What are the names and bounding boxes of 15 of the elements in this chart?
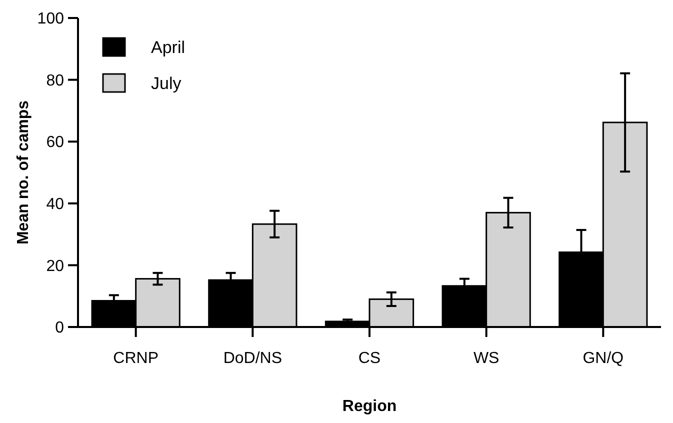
x-tick-label: WS	[473, 350, 500, 367]
y-tick-label: 80	[46, 72, 64, 90]
x-tick-label: CS	[358, 350, 381, 367]
y-tick-label: 40	[46, 196, 64, 213]
y-tick-label: 20	[46, 258, 64, 275]
y-axis-title: Mean no. of camps	[15, 100, 32, 245]
legend-label: April	[151, 38, 186, 57]
x-axis-title: Region	[342, 398, 397, 415]
y-tick-label: 0	[55, 320, 64, 337]
y-tick-label: 60	[46, 134, 64, 152]
y-tick-label: 100	[37, 10, 64, 28]
x-tick-label: DoD/NS	[223, 350, 282, 367]
legend-label: July	[151, 74, 182, 93]
x-tick-label: GN/Q	[582, 350, 624, 367]
x-tick-label: CRNP	[113, 350, 159, 367]
